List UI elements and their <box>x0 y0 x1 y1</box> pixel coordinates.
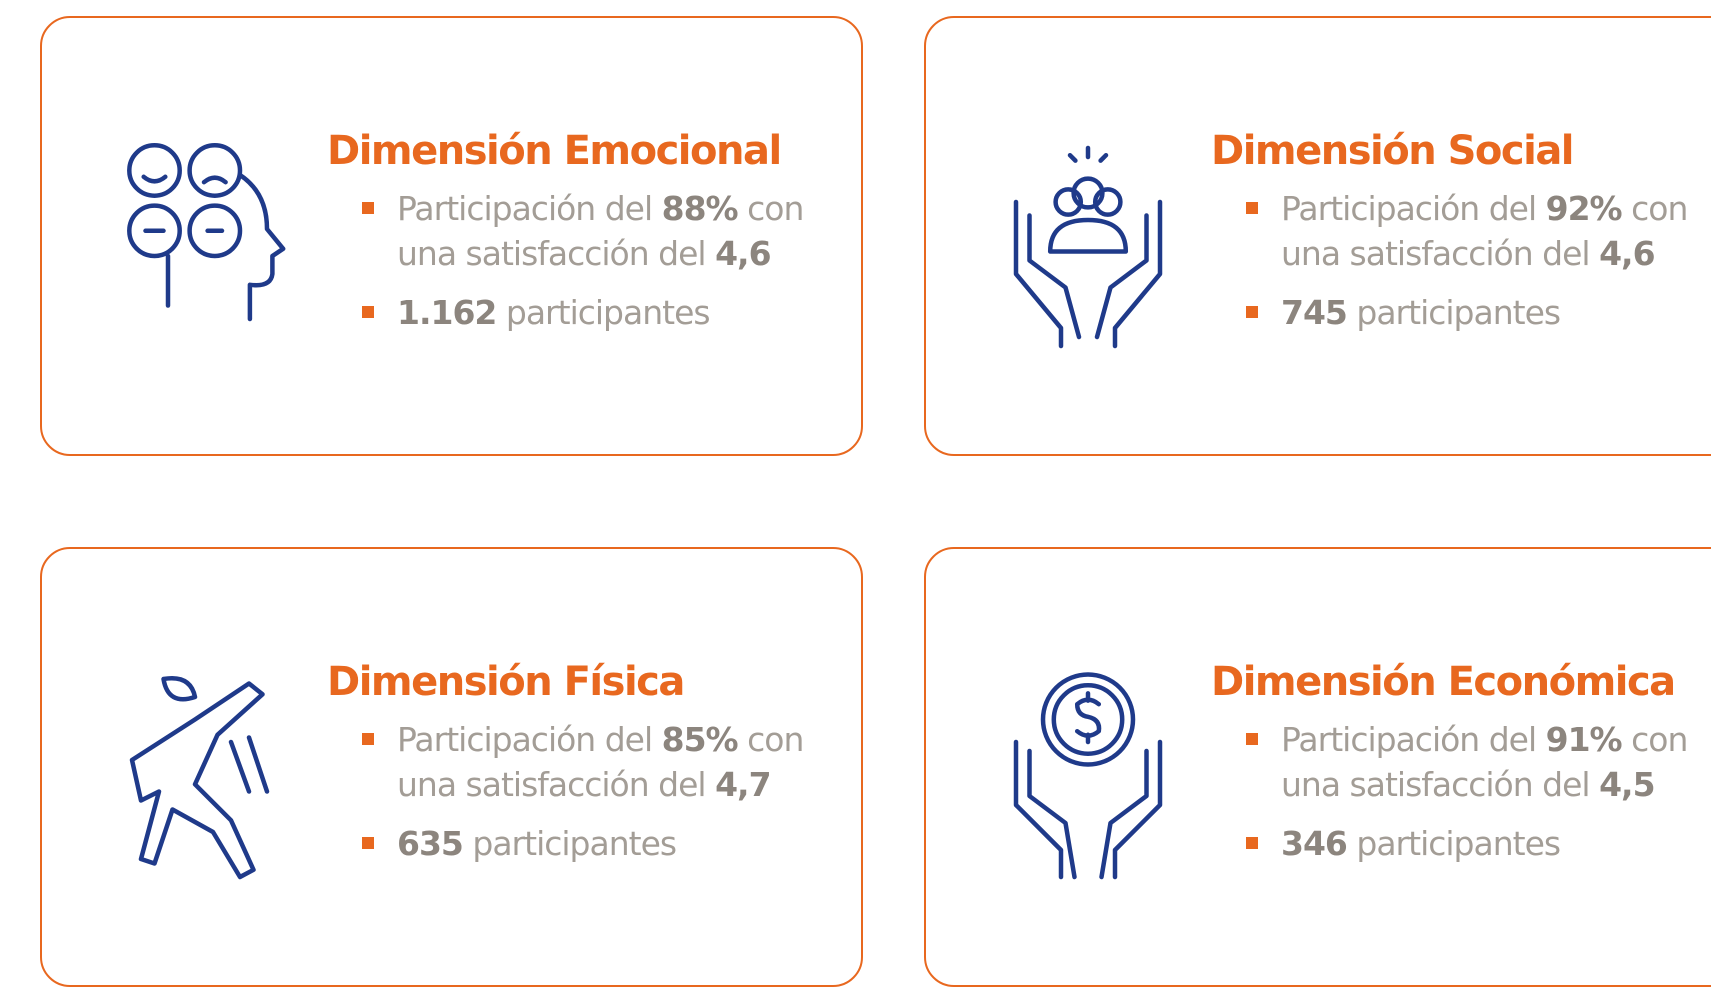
bullet-item: Participación del 91% con una satisfacció… <box>1211 717 1711 807</box>
count-label: participantes <box>505 293 711 332</box>
card-text: Dimensión Física Participación del 85% co… <box>327 659 887 880</box>
score: 4,5 <box>1599 765 1655 804</box>
satisfaction-text: una satisfacción del <box>1281 765 1591 804</box>
percent: 85% <box>661 720 739 759</box>
score: 4,6 <box>1599 234 1655 273</box>
satisfaction-text: una satisfacción del <box>1281 234 1591 273</box>
bullet-item: Participación del 85% con una satisfacció… <box>327 717 887 807</box>
count: 346 <box>1281 824 1348 863</box>
prefix: Participación del <box>397 720 653 759</box>
bullet-item: 745 participantes <box>1211 290 1711 335</box>
card-text: Dimensión Económica Participación del 91%… <box>1211 659 1711 880</box>
prefix: Participación del <box>397 189 653 228</box>
prefix: Participación del <box>1281 189 1537 228</box>
bullet-item: 635 participantes <box>327 821 887 866</box>
count: 1.162 <box>397 293 497 332</box>
icon <box>129 676 270 880</box>
bullet-item: Participación del 92% con una satisfacció… <box>1211 186 1711 276</box>
card-title: Dimensión Social <box>1211 128 1575 174</box>
score: 4,6 <box>715 234 771 273</box>
bullet-item: 346 participantes <box>1211 821 1711 866</box>
card: Dimensión Física Participación del 85% co… <box>40 547 863 987</box>
card-title: Dimensión Emocional <box>327 128 782 174</box>
bullet-item: 1.162 participantes <box>327 290 887 335</box>
connector: con <box>1631 189 1688 228</box>
card-title: Dimensión Económica <box>1211 659 1676 705</box>
card: Dimensión Social Participación del 92% co… <box>924 16 1711 456</box>
card-text: Dimensión Social Participación del 92% co… <box>1211 128 1711 349</box>
satisfaction-text: una satisfacción del <box>397 765 707 804</box>
prefix: Participación del <box>1281 720 1537 759</box>
count-label: participantes <box>1356 824 1561 863</box>
connector: con <box>1631 720 1688 759</box>
card: Dimensión Emocional Participación del 88%… <box>40 16 863 456</box>
count: 745 <box>1281 293 1348 332</box>
card-title: Dimensión Física <box>327 659 685 705</box>
card-text: Dimensión Emocional Participación del 88%… <box>327 128 887 349</box>
icon <box>127 143 286 322</box>
icon <box>1013 145 1163 349</box>
bullet-item: Participación del 88% con una satisfacció… <box>327 186 887 276</box>
count-label: participantes <box>1356 293 1561 332</box>
percent: 88% <box>661 189 739 228</box>
score: 4,7 <box>715 765 771 804</box>
percent: 92% <box>1545 189 1623 228</box>
count-label: participantes <box>472 824 677 863</box>
icon <box>1013 672 1163 880</box>
connector: con <box>747 189 804 228</box>
satisfaction-text: una satisfacción del <box>397 234 707 273</box>
percent: 91% <box>1545 720 1623 759</box>
card: Dimensión Económica Participación del 91%… <box>924 547 1711 987</box>
count: 635 <box>397 824 464 863</box>
connector: con <box>747 720 804 759</box>
